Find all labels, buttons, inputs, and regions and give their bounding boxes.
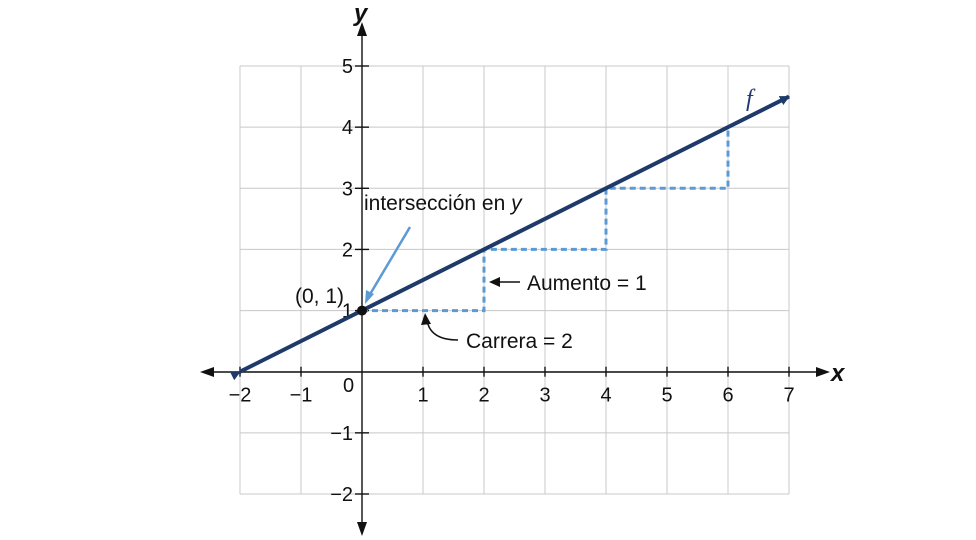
series-line-f [229, 94, 790, 381]
x-axis-title: x [829, 360, 846, 387]
x-axis-left-arrow-icon [200, 367, 214, 377]
x-tick-label: 3 [539, 385, 550, 407]
x-tick-label: −2 [229, 385, 252, 407]
y-axis-top-arrow-icon [357, 22, 367, 36]
ticks [239, 65, 790, 495]
intercept-annotation-main: intersección en [364, 192, 511, 215]
intercept-pointer-arrow-icon [365, 290, 374, 304]
intercept-annotation: intersección en y [364, 192, 523, 304]
y-tick-label: 4 [342, 117, 353, 139]
y-axis-title: y [353, 0, 369, 27]
axes [200, 22, 830, 536]
run-annotation: Carrera = 2 [421, 313, 573, 353]
grid [239, 65, 790, 495]
rise-annotation: Aumento = 1 [489, 272, 647, 295]
y-tick-label: 3 [342, 178, 353, 200]
intercept-point [357, 305, 367, 316]
intercept-annotation-var: y [509, 192, 523, 215]
series-label-f: f [746, 86, 756, 112]
origin-label: 0 [343, 375, 354, 397]
x-axis-right-arrow-icon [816, 367, 830, 377]
x-tick-label: 2 [478, 385, 489, 407]
x-tick-label: 7 [783, 385, 794, 407]
intercept-point-label: (0, 1) [295, 285, 344, 308]
intercept-pointer-line [367, 226, 412, 297]
x-tick-label: 4 [600, 385, 611, 407]
x-tick-label: −1 [290, 385, 313, 407]
run-pointer-arrow-icon [421, 313, 431, 325]
x-tick-label: 6 [722, 385, 733, 407]
y-tick-label: 5 [342, 56, 353, 78]
y-tick-label: −2 [330, 484, 353, 506]
run-annotation-label: Carrera = 2 [466, 330, 573, 353]
intercept-annotation-label: intersección en y [364, 192, 523, 215]
y-tick-label: −1 [330, 423, 353, 445]
x-tick-label: 5 [661, 385, 672, 407]
run-pointer-curve [426, 319, 459, 341]
y-tick-label: 2 [342, 239, 353, 261]
rise-pointer-arrow-icon [489, 277, 500, 287]
y-axis-bottom-arrow-icon [357, 522, 367, 536]
rise-annotation-label: Aumento = 1 [527, 272, 647, 295]
x-tick-label: 1 [417, 385, 428, 407]
